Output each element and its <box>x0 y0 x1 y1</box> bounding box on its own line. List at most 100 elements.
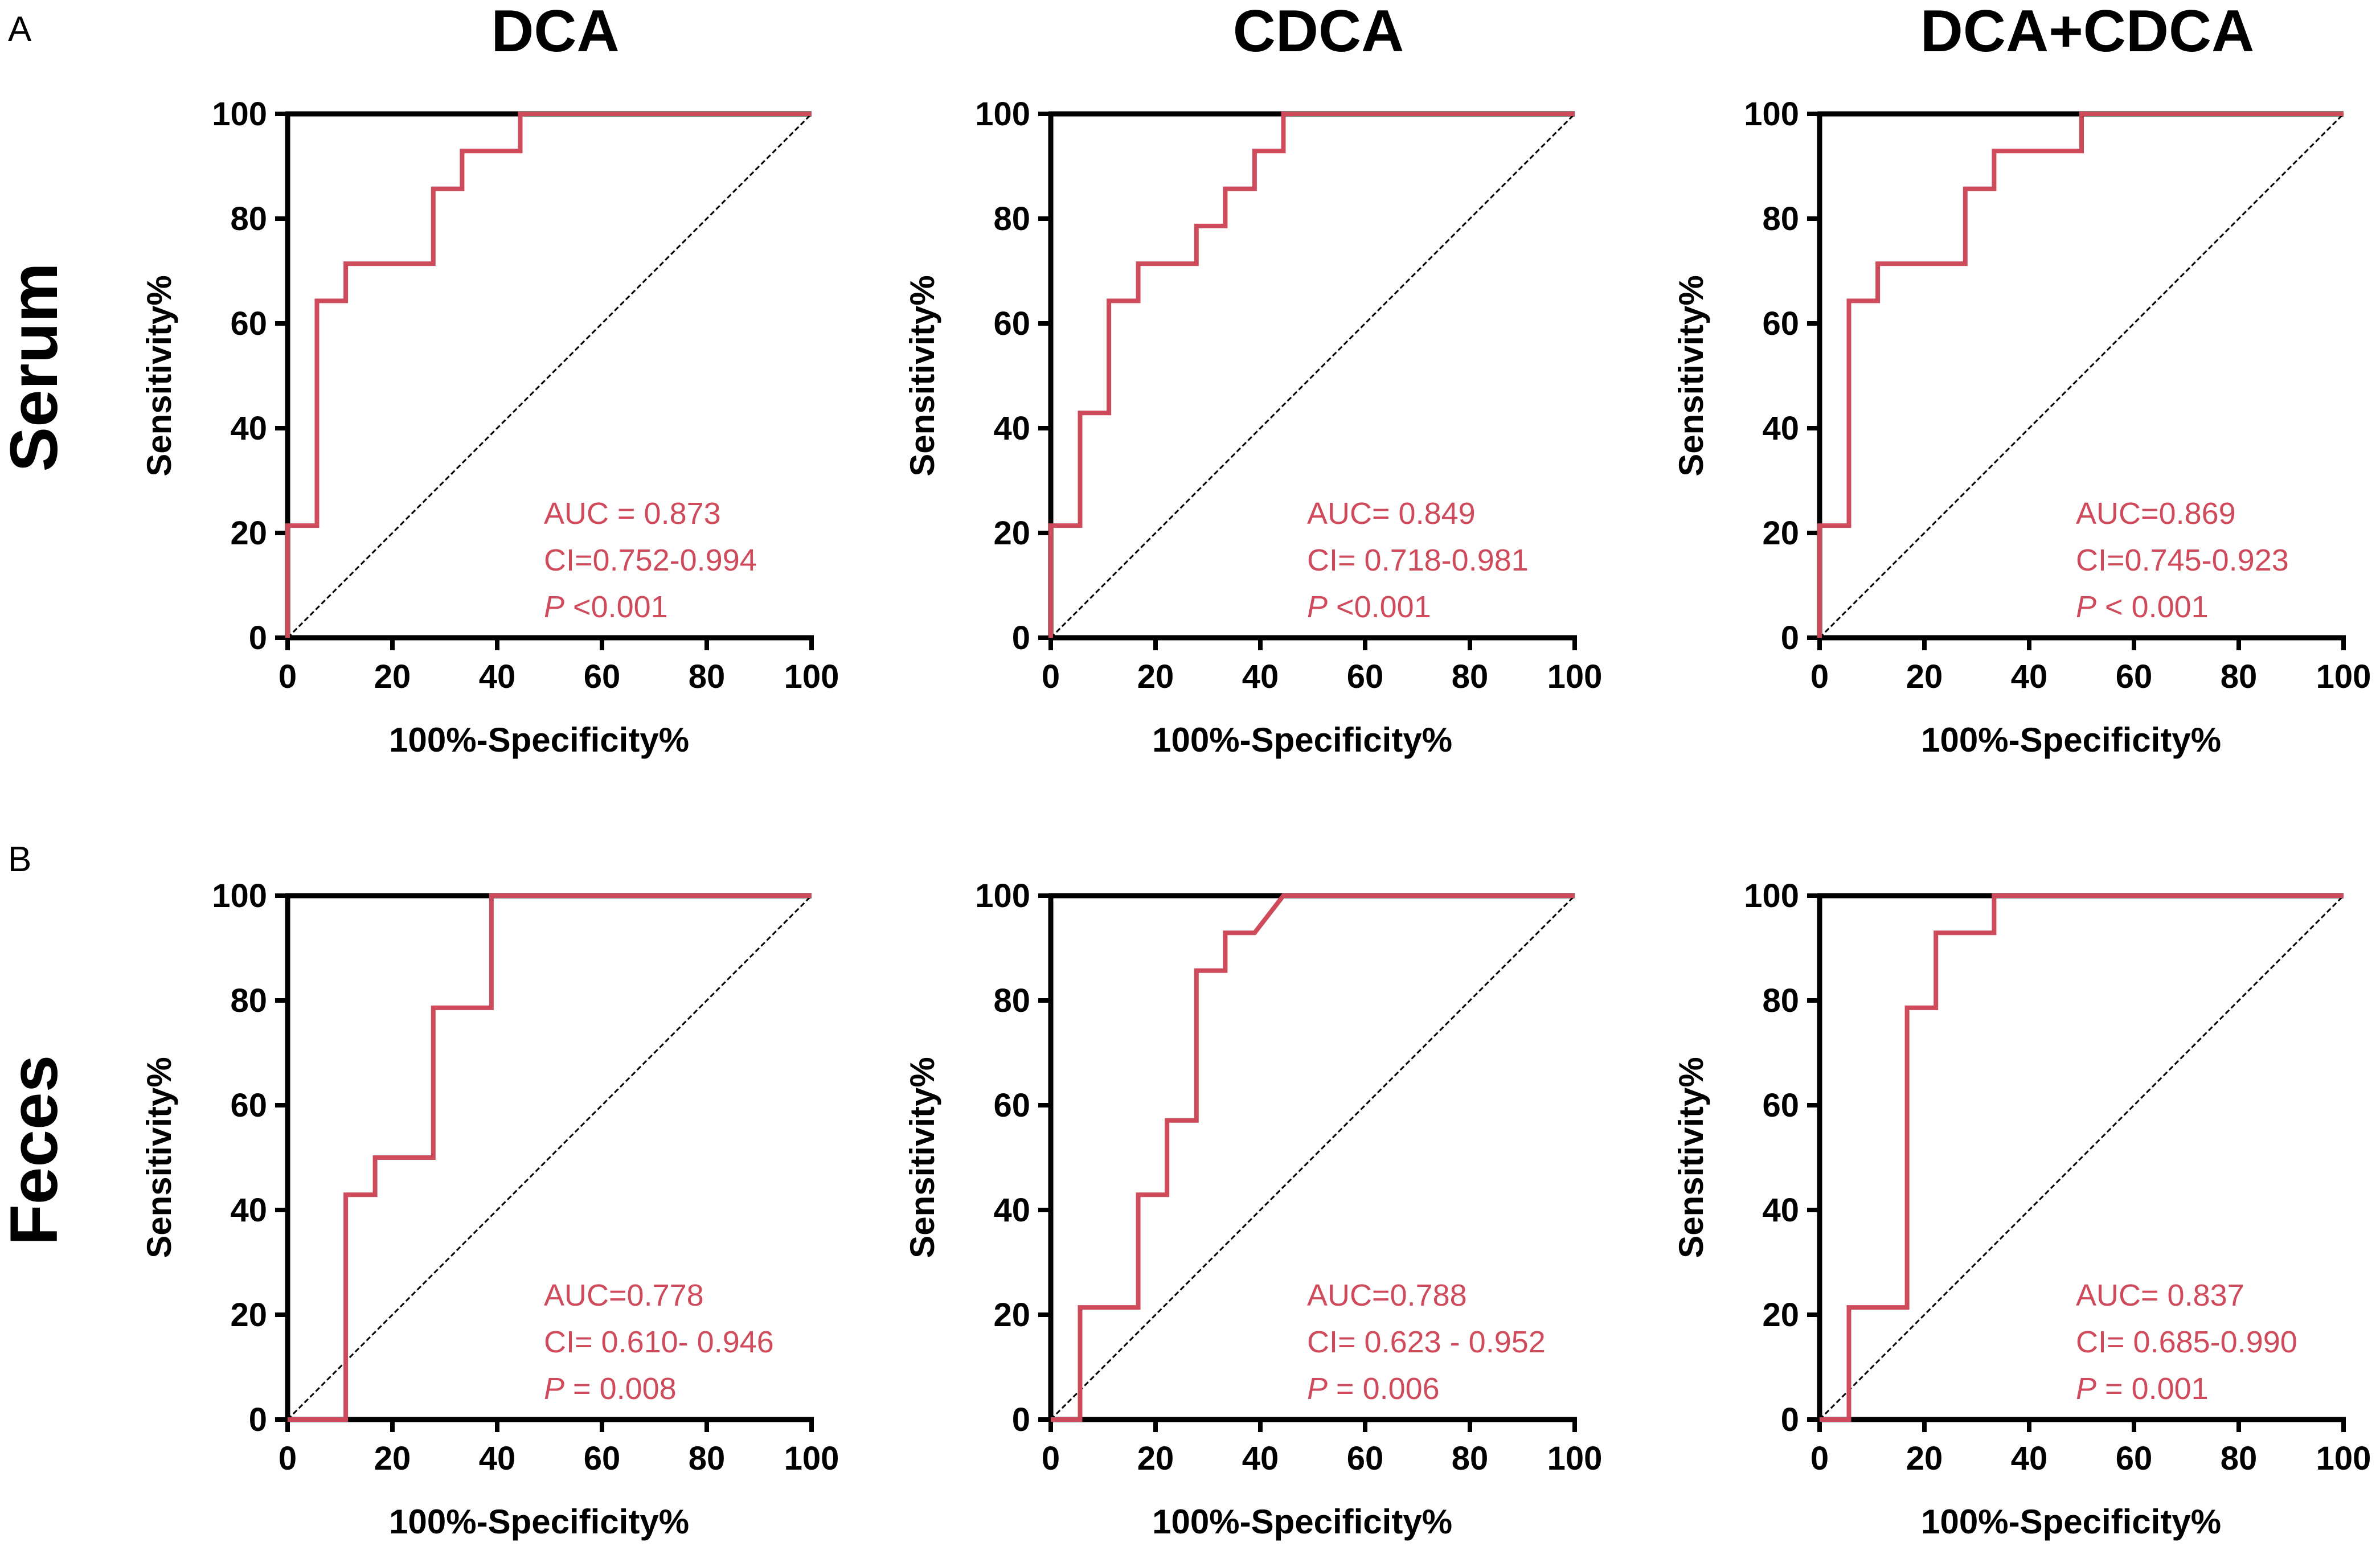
y-tick-label: 40 <box>993 410 1030 447</box>
y-tick-label: 0 <box>1012 620 1030 657</box>
row-label-serum: Serum <box>0 262 72 471</box>
p-value-annotation: P < 0.001 <box>2076 590 2209 624</box>
x-tick-label: 100 <box>784 658 839 695</box>
x-tick-label: 40 <box>479 658 516 695</box>
y-tick-label: 40 <box>1762 410 1799 447</box>
x-tick-label: 60 <box>584 1440 621 1477</box>
p-value: = 0.008 <box>564 1372 677 1406</box>
y-tick-label: 20 <box>1762 1297 1799 1334</box>
x-tick-label: 20 <box>1137 1440 1174 1477</box>
panel-label-a: A <box>8 10 32 49</box>
reference-diagonal <box>286 895 813 1421</box>
y-tick-label: 20 <box>993 1297 1030 1334</box>
roc-panel-feces-dca: 0 20 40 60 80 100 0 20 40 60 80 100 100%-Specificity… <box>140 877 839 1541</box>
x-tick-label: 20 <box>1906 658 1943 695</box>
y-tick-label: 80 <box>230 200 267 237</box>
y-tick-label: 80 <box>230 982 267 1019</box>
x-tick-label: 80 <box>689 658 726 695</box>
x-tick-label: 20 <box>1137 658 1174 695</box>
ci-annotation: CI= 0.718-0.981 <box>1307 543 1529 577</box>
roc-panel-serum-dca: 0 20 40 60 80 100 0 20 40 60 80 100 100%-Specificity… <box>140 96 839 759</box>
p-symbol: P <box>1307 590 1328 624</box>
x-tick-label: 0 <box>278 1440 297 1477</box>
auc-annotation: AUC= 0.849 <box>1307 497 1476 531</box>
y-tick-label: 80 <box>993 982 1030 1019</box>
x-tick-label: 60 <box>1347 1440 1384 1477</box>
p-value: = 0.006 <box>1328 1372 1440 1406</box>
x-tick-label: 60 <box>584 658 621 695</box>
y-axis-label: Sensitivity% <box>140 1057 178 1258</box>
x-tick-label: 0 <box>278 658 297 695</box>
y-tick-label: 60 <box>230 305 267 342</box>
y-tick-label: 40 <box>1762 1192 1799 1229</box>
y-axis-label: Sensitivity% <box>903 275 941 476</box>
column-title-cdca: CDCA <box>1233 0 1404 64</box>
auc-annotation: AUC=0.869 <box>2076 497 2236 531</box>
x-axis-label: 100%-Specificity% <box>1921 721 2221 759</box>
y-axis-label: Sensitivity% <box>903 1057 941 1258</box>
y-tick-label: 20 <box>993 515 1030 552</box>
x-tick-label: 60 <box>2116 658 2153 695</box>
x-tick-label: 100 <box>2316 658 2371 695</box>
p-value-annotation: P <0.001 <box>1307 590 1431 624</box>
reference-diagonal <box>1818 113 2345 639</box>
x-tick-label: 20 <box>374 1440 411 1477</box>
column-title-dca-cdca: DCA+CDCA <box>1920 0 2254 64</box>
x-tick-label: 80 <box>689 1440 726 1477</box>
roc-panel-feces-cdca: 0 20 40 60 80 100 0 20 40 60 80 100 100%-Specificity… <box>903 877 1602 1541</box>
x-axis-label: 100%-Specificity% <box>1152 721 1452 759</box>
p-value-annotation: P <0.001 <box>544 590 668 624</box>
roc-curve <box>1051 893 1575 1422</box>
x-axis-label: 100%-Specificity% <box>1152 1503 1452 1541</box>
y-tick-label: 40 <box>993 1192 1030 1229</box>
roc-panel-serum-cdca: 0 20 40 60 80 100 0 20 40 60 80 100 100%-Specificity… <box>903 96 1602 759</box>
reference-diagonal <box>1818 895 2345 1421</box>
roc-panel-serum-dca-cdca: 0 20 40 60 80 100 0 20 40 60 80 100 100%-Specificity… <box>1672 96 2371 759</box>
y-tick-label: 100 <box>1744 877 1799 914</box>
panel-label-b: B <box>8 840 31 879</box>
x-axis-label: 100%-Specificity% <box>389 721 689 759</box>
x-tick-label: 40 <box>1242 1440 1279 1477</box>
y-tick-label: 80 <box>1762 200 1799 237</box>
auc-annotation: AUC=0.788 <box>1307 1278 1467 1312</box>
x-tick-label: 80 <box>2221 658 2258 695</box>
x-tick-label: 40 <box>1242 658 1279 695</box>
y-tick-label: 0 <box>1781 620 1799 657</box>
y-tick-label: 100 <box>975 96 1030 133</box>
reference-diagonal <box>286 113 813 639</box>
reference-diagonal <box>1050 113 1576 639</box>
x-tick-label: 80 <box>1452 1440 1489 1477</box>
roc-curve <box>1817 112 2344 638</box>
y-tick-label: 60 <box>1762 1087 1799 1124</box>
y-tick-label: 80 <box>993 200 1030 237</box>
x-tick-label: 100 <box>2316 1440 2371 1477</box>
p-value: = 0.001 <box>2096 1372 2209 1406</box>
auc-annotation: AUC = 0.873 <box>544 497 721 531</box>
p-symbol: P <box>544 1372 564 1406</box>
y-tick-label: 100 <box>1744 96 1799 133</box>
y-tick-label: 0 <box>249 620 267 657</box>
p-symbol: P <box>2076 1372 2096 1406</box>
ci-annotation: CI=0.745-0.923 <box>2076 543 2289 577</box>
ci-annotation: CI= 0.685-0.990 <box>2076 1325 2297 1359</box>
x-tick-label: 20 <box>374 658 411 695</box>
p-value: <0.001 <box>1328 590 1431 624</box>
y-axis-label: Sensitivity% <box>1672 275 1710 476</box>
p-value-annotation: P = 0.001 <box>2076 1372 2209 1406</box>
x-tick-label: 40 <box>2011 658 2048 695</box>
roc-panel-feces-dca-cdca: 0 20 40 60 80 100 0 20 40 60 80 100 100%-Specificity… <box>1672 877 2371 1541</box>
row-label-feces: Feces <box>0 1055 72 1246</box>
y-axis-label: Sensitivity% <box>140 275 178 476</box>
ci-annotation: CI= 0.610- 0.946 <box>544 1325 774 1359</box>
x-tick-label: 100 <box>1547 1440 1603 1477</box>
column-title-dca: DCA <box>491 0 619 64</box>
x-tick-label: 0 <box>1810 1440 1829 1477</box>
y-tick-label: 20 <box>1762 515 1799 552</box>
y-tick-label: 20 <box>230 515 267 552</box>
p-symbol: P <box>2076 590 2096 624</box>
y-tick-label: 60 <box>1762 305 1799 342</box>
ci-annotation: CI= 0.623 - 0.952 <box>1307 1325 1546 1359</box>
p-value-annotation: P = 0.006 <box>1307 1372 1440 1406</box>
y-tick-label: 80 <box>1762 982 1799 1019</box>
